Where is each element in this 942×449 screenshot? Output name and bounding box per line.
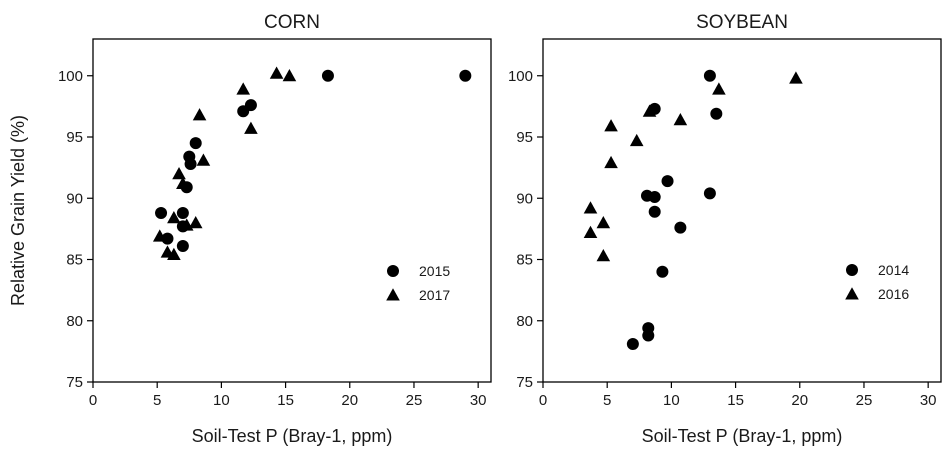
triangle-point-2017 — [192, 108, 207, 121]
x-tick-label: 30 — [470, 392, 487, 409]
x-tick-label: 25 — [406, 392, 423, 409]
y-tick-label: 80 — [66, 313, 83, 330]
legend-marker-2016 — [845, 287, 859, 300]
x-tick-label: 15 — [727, 392, 744, 409]
y-tick-label: 90 — [66, 190, 83, 207]
circle-point-2015 — [459, 69, 472, 82]
y-tick-label: 90 — [516, 190, 533, 207]
y-tick-label: 85 — [66, 252, 83, 269]
circle-point-2014 — [648, 191, 661, 204]
triangle-point-2016 — [789, 71, 803, 84]
x-tick-label: 0 — [89, 392, 97, 409]
corn-panel: CORN 0 5 10 15 20 25 30 75 80 85 90 95 100 Soil-Test P… — [8, 12, 492, 446]
triangle-point-2016 — [583, 225, 598, 238]
x-axis-label: Soil-Test P (Bray-1, ppm) — [642, 426, 843, 446]
triangle-point-2016 — [604, 155, 618, 169]
plot-frame — [542, 38, 942, 383]
plot-frame — [92, 38, 492, 383]
legend-marker-2017 — [386, 288, 400, 301]
triangle-point-2016 — [604, 119, 618, 132]
x-tick-label: 5 — [153, 392, 161, 409]
legend-label: 2017 — [419, 287, 450, 303]
circle-point-2014 — [656, 265, 669, 278]
soybean-panel: SOYBEAN 0 5 10 15 20 25 30 75 80 85 90 95 100 Soil-Tes… — [508, 12, 942, 446]
triangle-point-2017 — [152, 229, 167, 242]
circle-point-2014 — [674, 221, 687, 234]
triangle-point-2016 — [673, 113, 688, 126]
triangle-point-2017 — [196, 153, 211, 166]
circle-point-2015 — [155, 206, 168, 219]
circle-point-2014 — [703, 69, 716, 82]
legend-label: 2016 — [878, 286, 909, 302]
triangle-point-2017 — [236, 82, 251, 95]
circle-point-2014 — [710, 107, 723, 120]
triangle-point-2017 — [172, 166, 186, 180]
legend-label: 2014 — [878, 262, 909, 278]
y-tick-label: 75 — [66, 374, 83, 391]
circle-point-2014 — [648, 205, 661, 218]
circle-point-2015 — [184, 157, 197, 170]
triangle-point-2016 — [583, 201, 598, 214]
x-tick-label: 10 — [663, 392, 680, 409]
circle-point-2014 — [626, 338, 639, 351]
chart-title: CORN — [264, 12, 320, 33]
triangle-point-2016 — [642, 104, 657, 117]
circle-point-2015 — [244, 99, 257, 112]
x-tick-label: 15 — [277, 392, 294, 409]
circle-point-2014 — [642, 329, 655, 342]
x-tick-label: 5 — [603, 392, 611, 409]
x-tick-label: 0 — [539, 392, 547, 409]
triangle-point-2017 — [269, 66, 284, 79]
circle-point-2015 — [176, 206, 189, 219]
y-tick-label: 75 — [516, 374, 533, 391]
legend-label: 2015 — [419, 263, 450, 279]
x-tick-label: 20 — [791, 392, 808, 409]
y-tick-label: 85 — [516, 252, 533, 269]
circle-point-2015 — [321, 69, 334, 82]
triangle-point-2017 — [176, 176, 190, 189]
x-tick-label: 20 — [341, 392, 358, 409]
triangle-point-2017 — [188, 215, 203, 229]
x-tick-label: 25 — [856, 392, 873, 409]
x-tick-label: 30 — [920, 392, 937, 409]
circle-point-2014 — [703, 187, 716, 200]
x-tick-label: 10 — [213, 392, 230, 409]
triangle-point-2016 — [629, 133, 644, 147]
y-tick-label: 80 — [516, 313, 533, 330]
triangle-point-2017 — [244, 121, 258, 134]
circle-point-2015 — [189, 137, 202, 150]
y-tick-label: 100 — [508, 68, 533, 85]
triangle-point-2016 — [712, 82, 726, 95]
triangle-point-2016 — [596, 249, 611, 262]
legend-marker-2015 — [387, 265, 399, 277]
circle-point-2014 — [661, 175, 674, 188]
triangle-point-2016 — [596, 215, 611, 229]
triangle-point-2017 — [167, 247, 181, 261]
y-tick-label: 95 — [66, 129, 83, 146]
triangle-point-2017 — [167, 211, 181, 224]
legend-marker-2014 — [846, 264, 858, 276]
triangle-point-2017 — [282, 68, 297, 82]
circle-point-2015 — [176, 240, 189, 253]
x-axis-label: Soil-Test P (Bray-1, ppm) — [192, 426, 393, 446]
chart-title: SOYBEAN — [696, 12, 788, 33]
y-tick-label: 100 — [58, 68, 83, 85]
y-tick-label: 95 — [516, 129, 533, 146]
circle-point-2015 — [161, 232, 174, 245]
y-axis-label: Relative Grain Yield (%) — [8, 115, 28, 306]
